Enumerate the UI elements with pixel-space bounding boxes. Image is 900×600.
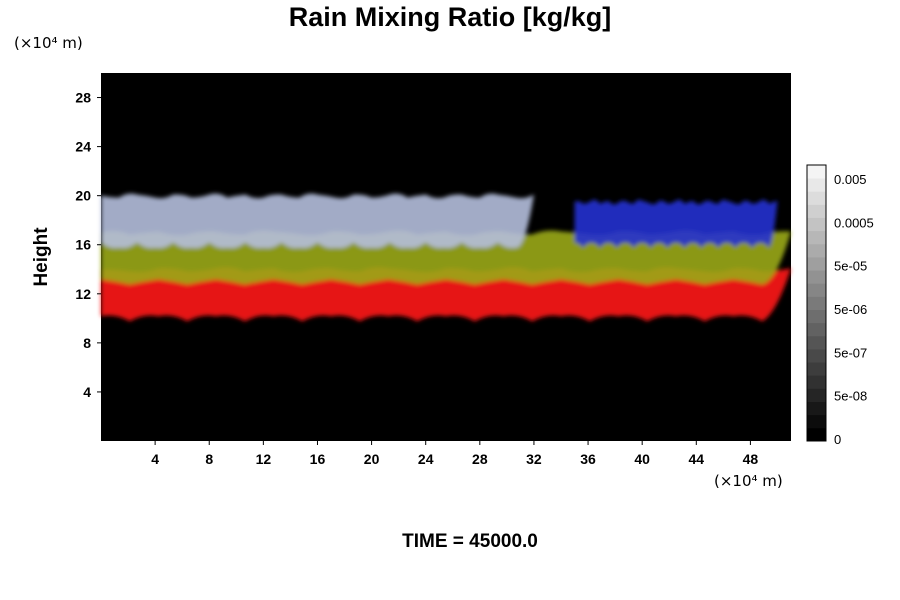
colorbar-level [807, 427, 826, 442]
y-tick-label: 24 [75, 139, 91, 155]
x-tick-label: 32 [526, 451, 542, 467]
x-tick-label: 16 [310, 451, 326, 467]
y-tick-label: 20 [75, 188, 91, 204]
colorbar-label: 5e-05 [834, 259, 867, 274]
data-layer [101, 267, 791, 322]
colorbar-level [807, 243, 826, 258]
colorbar-label: 0.0005 [834, 215, 874, 230]
y-axis-unit: (×10⁴ m) [14, 34, 83, 52]
colorbar-level [807, 257, 826, 271]
colorbar-level [807, 178, 826, 192]
x-axis-unit: (×10⁴ m) [714, 472, 783, 490]
x-tick-label: 40 [634, 451, 650, 467]
x-tick-label: 28 [472, 451, 488, 467]
colorbar-label: 0.005 [834, 172, 867, 187]
colorbar-level [807, 388, 826, 402]
colorbar-level [807, 322, 826, 337]
colorbar-level [807, 191, 826, 205]
colorbar-level [807, 414, 826, 429]
data-layer [574, 199, 778, 248]
colorbar-label: 5e-08 [834, 389, 867, 404]
data-layer [101, 193, 534, 249]
colorbar-level [807, 165, 826, 179]
colorbar-level [807, 230, 826, 245]
y-tick-label: 16 [75, 237, 91, 253]
colorbar-level [807, 309, 826, 324]
x-tick-label: 48 [743, 451, 759, 467]
colorbar-level [807, 217, 826, 232]
x-tick-label: 4 [151, 451, 159, 467]
y-tick-label: 12 [75, 286, 91, 302]
x-tick-label: 24 [418, 451, 434, 467]
colorbar-level [807, 270, 826, 284]
colorbar-label: 0 [834, 432, 841, 447]
x-tick-label: 36 [580, 451, 596, 467]
colorbar-level [807, 401, 826, 416]
y-tick-label: 8 [83, 335, 91, 351]
y-tick-label: 4 [83, 384, 91, 400]
time-label: TIME = 45000.0 [402, 531, 538, 552]
colorbar-level [807, 296, 826, 310]
x-tick-label: 44 [689, 451, 705, 467]
x-tick-label: 8 [205, 451, 213, 467]
x-tick-label: 12 [256, 451, 272, 467]
colorbar-level [807, 362, 826, 376]
colorbar-label: 5e-07 [834, 345, 867, 360]
colorbar-label: 5e-06 [834, 302, 867, 317]
colorbar-level [807, 335, 826, 350]
colorbar-frame [806, 164, 827, 442]
chart-title: Rain Mixing Ratio [kg/kg] [288, 2, 612, 32]
colorbar-level [807, 349, 826, 363]
y-tick-label: 28 [75, 90, 91, 106]
colorbar-level [807, 375, 826, 389]
colorbar-level [807, 283, 826, 297]
x-tick-label: 20 [364, 451, 380, 467]
colorbar-level [807, 204, 826, 218]
